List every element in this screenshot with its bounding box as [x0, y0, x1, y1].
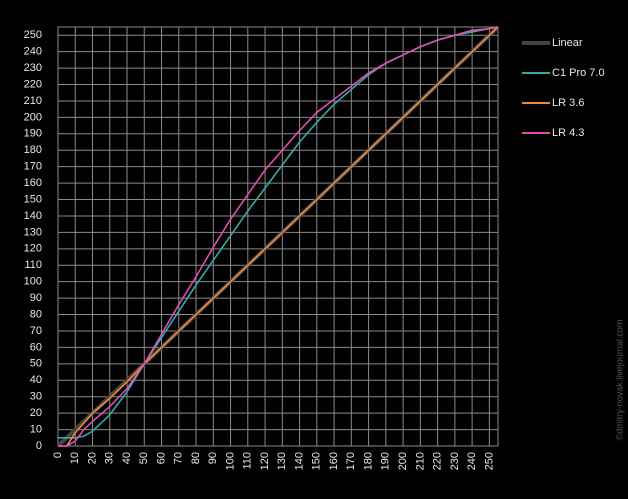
y-tick-label: 130 [24, 226, 42, 238]
y-tick-label: 250 [24, 29, 42, 41]
y-tick-label: 60 [30, 341, 42, 353]
watermark: ©dmitry-novak.livejournal.com [614, 320, 624, 441]
series-line [58, 26, 499, 447]
x-tick-label: 110 [242, 452, 254, 470]
legend-label: LR 3.6 [552, 97, 584, 109]
x-tick-label: 90 [207, 452, 219, 464]
x-tick-label: 220 [432, 452, 444, 470]
legend-label: Linear [552, 37, 583, 49]
x-tick-label: 130 [276, 452, 288, 470]
legend-label: C1 Pro 7.0 [552, 67, 605, 79]
x-tick-label: 120 [259, 452, 271, 470]
x-tick-label: 180 [362, 452, 374, 470]
y-tick-label: 200 [24, 111, 42, 123]
y-tick-label: 140 [24, 210, 42, 222]
x-tick-label: 20 [86, 452, 98, 464]
y-tick-label: 70 [30, 325, 42, 337]
x-tick-label: 230 [449, 452, 461, 470]
y-tick-label: 150 [24, 193, 42, 205]
y-tick-label: 0 [36, 440, 42, 452]
y-tick-label: 210 [24, 95, 42, 107]
y-tick-label: 190 [24, 128, 42, 140]
x-tick-label: 100 [224, 452, 236, 470]
x-tick-label: 240 [466, 452, 478, 470]
x-tick-label: 200 [397, 452, 409, 470]
y-tick-label: 40 [30, 374, 42, 386]
y-tick-label: 240 [24, 46, 42, 58]
y-tick-label: 170 [24, 161, 42, 173]
x-tick-label: 250 [483, 452, 495, 470]
legend-label: LR 4.3 [552, 127, 584, 139]
x-tick-label: 140 [293, 452, 305, 470]
y-tick-label: 180 [24, 144, 42, 156]
x-tick-label: 190 [380, 452, 392, 470]
x-tick-label: 80 [190, 452, 202, 464]
y-tick-label: 80 [30, 308, 42, 320]
x-tick-label: 70 [173, 452, 185, 464]
x-tick-label: 150 [311, 452, 323, 470]
y-tick-label: 90 [30, 292, 42, 304]
y-tick-label: 50 [30, 358, 42, 370]
y-tick-label: 120 [24, 243, 42, 255]
y-tick-label: 20 [30, 407, 42, 419]
y-tick-label: 100 [24, 276, 42, 288]
y-tick-label: 110 [24, 259, 42, 271]
x-tick-label: 10 [69, 452, 81, 464]
y-tick-label: 10 [30, 423, 42, 435]
y-tick-label: 160 [24, 177, 42, 189]
y-tick-label: 230 [24, 62, 42, 74]
y-tick-label: 30 [30, 391, 42, 403]
x-tick-label: 30 [104, 452, 116, 464]
x-tick-label: 60 [155, 452, 167, 464]
y-tick-label: 220 [24, 78, 42, 90]
x-tick-label: 210 [414, 452, 426, 470]
x-tick-label: 40 [121, 452, 133, 464]
x-tick-label: 0 [52, 452, 64, 458]
x-tick-label: 170 [345, 452, 357, 470]
x-tick-label: 50 [138, 452, 150, 464]
plot-frame [57, 26, 499, 447]
x-tick-label: 160 [328, 452, 340, 470]
series-line [58, 26, 499, 447]
